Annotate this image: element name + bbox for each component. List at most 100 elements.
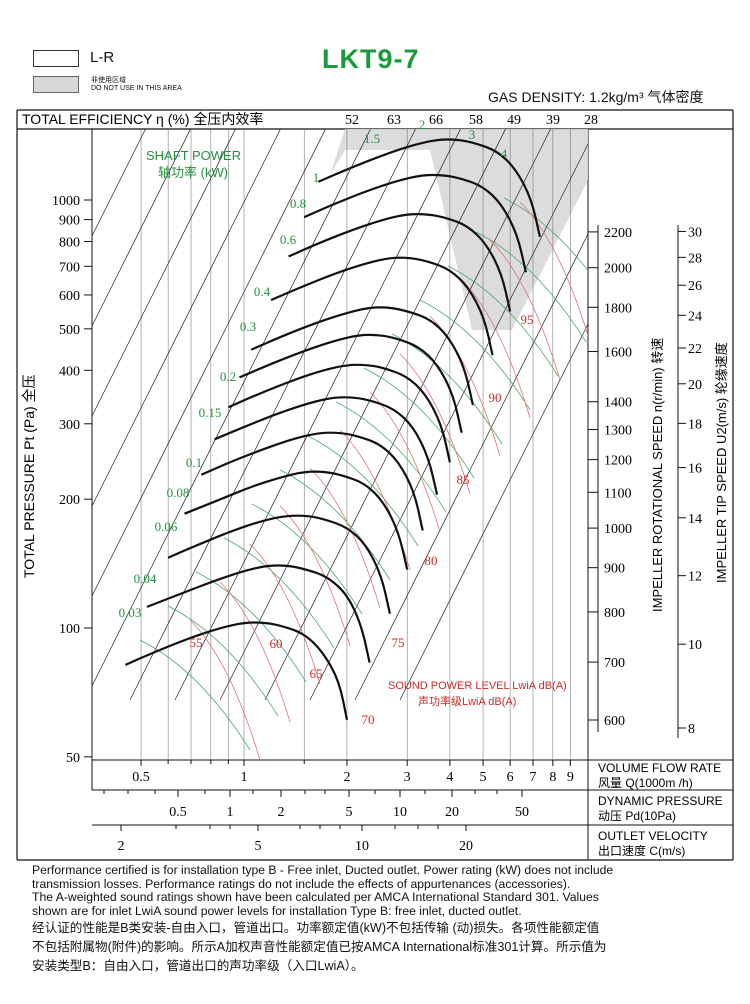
note-cn-2: 不包括附属物(附件)的影响。所示A加权声音性能额定值已按AMCA Interna… bbox=[32, 938, 722, 957]
rpm-axis-label: IMPELLER ROTATIONAL SPEED n(r/min) 转速 bbox=[650, 338, 665, 612]
efficiency-tick: 39 bbox=[546, 113, 560, 128]
iso-sound-line bbox=[220, 582, 290, 722]
shaft-power-value: 0.08 bbox=[167, 485, 190, 500]
rpm-tick-label: 1400 bbox=[604, 396, 632, 411]
dp-label-en: DYNAMIC PRESSURE bbox=[598, 794, 723, 808]
shaft-power-value: 3 bbox=[469, 127, 476, 142]
shaft-power-value: 0.8 bbox=[290, 196, 306, 211]
y-tick-label: 1000 bbox=[52, 194, 80, 209]
dp-tick-label: 2 bbox=[278, 805, 285, 820]
tip-tick-label: 24 bbox=[688, 309, 702, 324]
rpm-tick-label: 1200 bbox=[604, 454, 632, 469]
rpm-tick-label: 600 bbox=[604, 714, 625, 729]
note-en-2: transmission losses. Performance ratings… bbox=[32, 878, 722, 892]
shaft-power-label-cn: 轴功率 (kW) bbox=[158, 165, 228, 180]
y-tick-label: 600 bbox=[59, 289, 80, 304]
y-tick-label: 200 bbox=[59, 493, 80, 508]
shaft-power-value: 4 bbox=[501, 146, 508, 161]
shaft-power-value: 0.3 bbox=[240, 319, 256, 334]
efficiency-tick: 63 bbox=[387, 113, 401, 128]
tip-tick-label: 10 bbox=[688, 638, 702, 653]
dp-tick-label: 1 bbox=[227, 805, 234, 820]
y-tick-label: 500 bbox=[59, 323, 80, 338]
dp-tick-label: 5 bbox=[346, 805, 353, 820]
y-tick-label: 400 bbox=[59, 364, 80, 379]
shaft-power-value: 0.2 bbox=[220, 369, 236, 384]
dp-tick-label: 20 bbox=[445, 805, 459, 820]
flow-tick-label: 0.5 bbox=[132, 770, 150, 785]
sound-level-value: 65 bbox=[310, 666, 323, 681]
system-line bbox=[265, 100, 565, 700]
rpm-tick-label: 800 bbox=[604, 606, 625, 621]
flow-tick-label: 7 bbox=[530, 770, 537, 785]
vel-tick-label: 2 bbox=[118, 839, 125, 854]
rpm-tick-label: 2000 bbox=[604, 262, 632, 277]
note-cn-1: 经认证的性能是B类安装-自由入口，管道出口。功率额定值(kW)不包括传输 (动)… bbox=[32, 919, 722, 938]
efficiency-tick: 49 bbox=[507, 113, 521, 128]
tip-tick-label: 28 bbox=[688, 251, 702, 266]
sound-level-value: 95 bbox=[521, 312, 534, 327]
shaft-power-label-en: SHAFT POWER bbox=[146, 148, 241, 163]
shaft-power-value: 1.5 bbox=[364, 131, 380, 146]
efficiency-label: TOTAL EFFICIENCY η (%) 全压内效率 bbox=[22, 111, 263, 127]
rpm-tick-label: 900 bbox=[604, 562, 625, 577]
fan-performance-chart: 1.523410.80.60.40.30.20.150.10.080.060.0… bbox=[0, 0, 750, 862]
shaft-power-value: 0.15 bbox=[199, 405, 222, 420]
tip-tick-label: 16 bbox=[688, 462, 702, 477]
performance-curve-1200 bbox=[228, 365, 450, 462]
efficiency-tick: 66 bbox=[429, 113, 443, 128]
shaft-power-value: 0.4 bbox=[254, 284, 271, 299]
vel-label-cn: 出口速度 C(m/s) bbox=[598, 843, 685, 858]
note-en-4: shown are for inlet LwiA sound power lev… bbox=[32, 905, 722, 919]
shaft-power-value: 0.04 bbox=[134, 571, 157, 586]
sound-label-cn: 声功率级LwiA dB(A) bbox=[418, 694, 516, 708]
shaft-power-value: 0.6 bbox=[280, 232, 297, 247]
y-tick-label: 50 bbox=[66, 751, 80, 766]
performance-notes: Performance certified is for installatio… bbox=[32, 864, 722, 976]
y-tick-label: 100 bbox=[59, 622, 80, 637]
tip-tick-label: 22 bbox=[688, 342, 702, 357]
rpm-tick-label: 700 bbox=[604, 656, 625, 671]
vel-tick-label: 10 bbox=[355, 839, 369, 854]
performance-curve-900 bbox=[185, 472, 408, 570]
efficiency-tick: 52 bbox=[345, 113, 359, 128]
efficiency-tick: 58 bbox=[469, 113, 483, 128]
rpm-tick-label: 1800 bbox=[604, 301, 632, 316]
tip-tick-label: 30 bbox=[688, 225, 702, 240]
sound-level-value: 55 bbox=[190, 635, 203, 650]
dp-tick-label: 0.5 bbox=[169, 805, 187, 820]
note-cn-3: 安装类型B：自由入口，管道出口的声功率级（入口LwiA）。 bbox=[32, 957, 722, 976]
flow-tick-label: 5 bbox=[480, 770, 487, 785]
rpm-tick-label: 1600 bbox=[604, 346, 632, 361]
sound-level-value: 70 bbox=[362, 712, 375, 727]
vel-tick-label: 20 bbox=[459, 839, 473, 854]
shaft-power-value: 1 bbox=[313, 170, 320, 185]
y-axis-label: TOTAL PRESSURE Pt (Pa) 全压 bbox=[21, 374, 37, 578]
rpm-tick-label: 2200 bbox=[604, 226, 632, 241]
flow-tick-label: 9 bbox=[567, 770, 574, 785]
flow-label-en: VOLUME FLOW RATE bbox=[598, 761, 721, 775]
y-tick-label: 800 bbox=[59, 235, 80, 250]
tip-tick-label: 14 bbox=[688, 512, 702, 527]
vel-tick-label: 5 bbox=[255, 839, 262, 854]
sound-level-value: 85 bbox=[457, 472, 470, 487]
tip-tick-label: 26 bbox=[688, 279, 702, 294]
dp-tick-label: 10 bbox=[393, 805, 407, 820]
flow-tick-label: 4 bbox=[446, 770, 453, 785]
flow-tick-label: 3 bbox=[404, 770, 411, 785]
shaft-power-value: 0.06 bbox=[155, 519, 178, 534]
tip-tick-label: 20 bbox=[688, 378, 702, 393]
system-line bbox=[40, 100, 340, 700]
sound-label-en: SOUND POWER LEVEL LwiA dB(A) bbox=[388, 680, 567, 692]
y-tick-label: 900 bbox=[59, 214, 80, 229]
dp-label-cn: 动压 Pd(10Pa) bbox=[598, 809, 676, 823]
shaft-power-value: 0.03 bbox=[119, 605, 142, 620]
tip-speed-axis-label: IMPELLER TIP SPEED U2(m/s) 轮缘速度 bbox=[714, 342, 729, 583]
note-en-1: Performance certified is for installatio… bbox=[32, 864, 722, 878]
iso-sound-line bbox=[280, 506, 350, 646]
sound-level-value: 75 bbox=[392, 635, 405, 650]
y-tick-label: 300 bbox=[59, 418, 80, 433]
shaft-power-value: 2 bbox=[419, 117, 426, 132]
tip-tick-label: 12 bbox=[688, 570, 702, 585]
flow-tick-label: 6 bbox=[507, 770, 514, 785]
